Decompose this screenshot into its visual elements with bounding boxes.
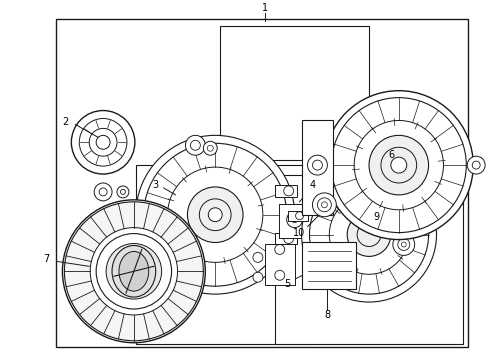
Circle shape: [144, 143, 287, 286]
Bar: [265, 243, 294, 285]
Text: 3: 3: [152, 180, 159, 190]
Circle shape: [301, 167, 437, 302]
Polygon shape: [136, 165, 310, 344]
Bar: [56, 19, 468, 347]
Circle shape: [136, 135, 294, 294]
Text: 4: 4: [309, 180, 316, 190]
Bar: [301, 121, 333, 215]
Text: 2: 2: [62, 117, 69, 127]
Bar: [275, 233, 296, 244]
Ellipse shape: [119, 251, 149, 291]
Bar: [301, 242, 356, 289]
Circle shape: [369, 135, 429, 195]
Circle shape: [188, 187, 243, 243]
Circle shape: [72, 111, 135, 174]
Circle shape: [329, 195, 409, 274]
Circle shape: [324, 91, 473, 239]
Circle shape: [393, 234, 415, 255]
Circle shape: [90, 228, 177, 315]
Circle shape: [208, 208, 222, 222]
Polygon shape: [220, 26, 369, 160]
Circle shape: [253, 252, 263, 262]
Bar: [275, 185, 296, 197]
Circle shape: [62, 200, 205, 343]
Circle shape: [467, 156, 485, 174]
Text: 9: 9: [373, 212, 379, 222]
Circle shape: [64, 202, 203, 341]
Circle shape: [313, 193, 336, 217]
Bar: [279, 204, 311, 238]
Ellipse shape: [112, 246, 156, 297]
Circle shape: [185, 135, 205, 155]
Text: 7: 7: [44, 255, 49, 264]
Polygon shape: [275, 175, 464, 344]
Text: 6: 6: [389, 150, 395, 160]
Text: 8: 8: [324, 310, 330, 320]
Circle shape: [427, 166, 441, 180]
Circle shape: [331, 98, 466, 233]
Bar: [288, 211, 308, 221]
Circle shape: [106, 243, 162, 299]
Circle shape: [96, 135, 110, 149]
Text: 1: 1: [262, 3, 268, 13]
Circle shape: [117, 186, 129, 198]
Text: 10: 10: [294, 228, 306, 238]
Polygon shape: [425, 185, 442, 205]
Circle shape: [391, 157, 407, 173]
Circle shape: [168, 167, 263, 262]
Circle shape: [96, 234, 172, 309]
Circle shape: [310, 175, 429, 294]
Circle shape: [94, 183, 112, 201]
Circle shape: [253, 272, 263, 282]
Circle shape: [354, 121, 443, 210]
Circle shape: [401, 242, 406, 247]
Circle shape: [347, 213, 391, 256]
Circle shape: [203, 141, 217, 155]
Text: 5: 5: [285, 279, 291, 289]
